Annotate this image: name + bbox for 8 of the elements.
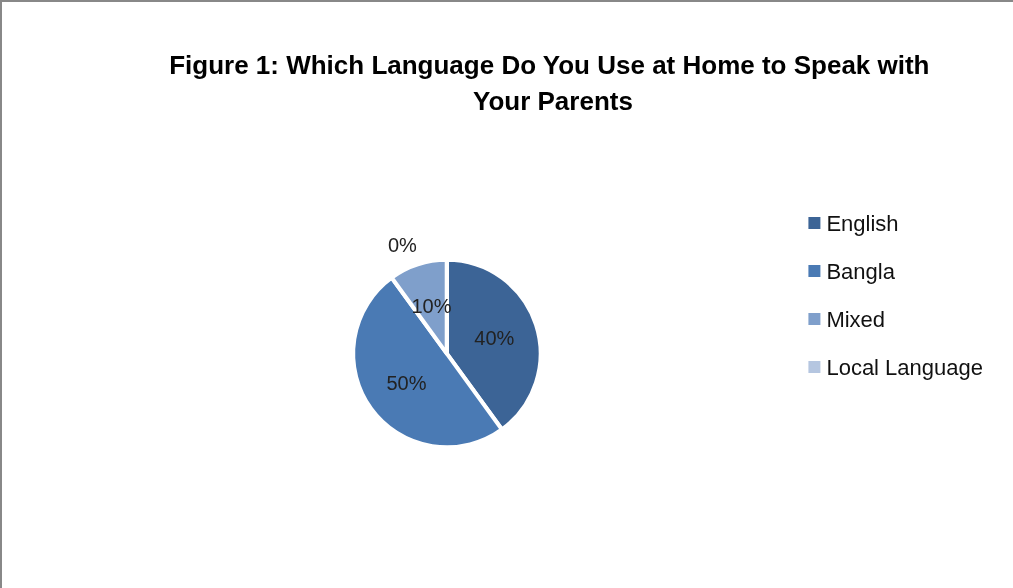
legend-label: English [826,210,899,236]
text: 0% [387,233,417,256]
data-label: 50% [386,371,427,394]
legend-label: Bangla [826,258,896,284]
legend-label: Mixed [826,306,886,332]
data-label: 40% [474,327,515,350]
legend-label: Local Language [826,354,983,380]
chart-title: Figure 1: Which Language Do You Use at Home to Speak with Your Parents [169,50,937,116]
